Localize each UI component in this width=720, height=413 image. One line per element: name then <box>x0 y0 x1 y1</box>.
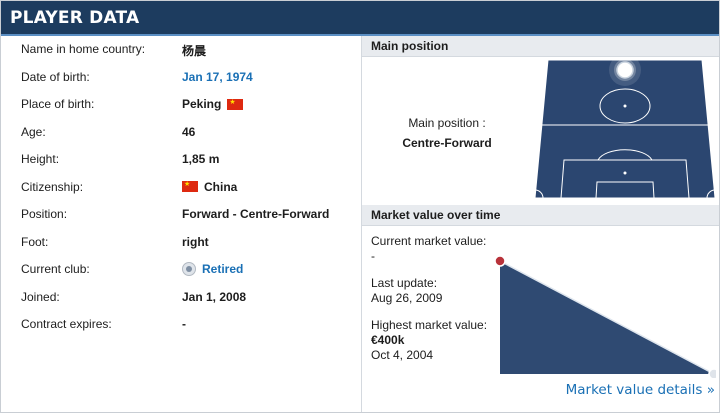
detail-row-age: Age: 46 <box>1 119 361 147</box>
corner-arc <box>706 189 716 199</box>
main-position-section: Main position : Centre-Forward <box>362 57 719 205</box>
citizenship-value: China <box>204 179 238 194</box>
last-update-label: Last update: <box>371 276 438 290</box>
detail-value: Peking <box>182 97 244 111</box>
detail-label: Position: <box>21 207 68 221</box>
detail-label: Citizenship: <box>21 179 84 194</box>
highest-value-label: Highest market value: <box>371 318 488 332</box>
highest-value: €400k <box>371 333 405 347</box>
main-position-heading: Main position <box>362 36 719 57</box>
detail-row-birthdate: Date of birth: Jan 17, 1974 <box>1 64 361 92</box>
detail-value: right <box>182 235 209 249</box>
penalty-box <box>560 159 690 199</box>
current-value: - <box>371 249 375 263</box>
main-position-value: Centre-Forward <box>402 136 492 150</box>
club-crest-icon[interactable] <box>182 262 196 276</box>
china-flag-icon <box>182 179 198 192</box>
penalty-arc <box>597 149 653 161</box>
market-value-text: Current market value: - Last update: Aug… <box>371 234 487 375</box>
detail-row-club: Current club: Retired <box>1 256 361 284</box>
detail-value: Jan 1, 2008 <box>182 290 246 304</box>
detail-label: Contract expires: <box>21 317 112 331</box>
detail-label: Foot: <box>21 234 49 249</box>
detail-label: Height: <box>21 152 60 166</box>
detail-value: 46 <box>182 125 195 139</box>
market-value-details-link[interactable]: Market value details » <box>566 382 715 398</box>
market-value-line <box>499 260 715 375</box>
last-update-value: Aug 26, 2009 <box>371 291 443 305</box>
position-marker <box>616 61 634 79</box>
pitch-surface <box>534 59 716 199</box>
detail-label: Place of birth: <box>21 97 95 111</box>
age-value: 46 <box>182 124 196 139</box>
detail-label: Date of birth: <box>21 69 90 84</box>
current-value-block: Current market value: - <box>371 234 487 264</box>
market-value-section: Current market value: - Last update: Aug… <box>362 226 719 404</box>
detail-row-joined: Joined: Jan 1, 2008 <box>1 284 361 312</box>
detail-row-contract: Contract expires: - <box>1 311 361 339</box>
pitch-diagram <box>534 59 716 199</box>
china-flag-icon <box>227 97 244 110</box>
market-value-point[interactable] <box>494 256 506 267</box>
market-value-chart <box>494 256 716 378</box>
highest-value-date: Oct 4, 2004 <box>371 348 434 362</box>
main-position-label: Main position : <box>408 116 486 130</box>
main-position-heading-text: Main position <box>371 39 449 53</box>
detail-row-height: Height: 1,85 m <box>1 146 361 174</box>
detail-value: 杨晨 <box>182 42 206 59</box>
home-name-value: 杨晨 <box>182 44 207 58</box>
detail-label: Name in home country: <box>21 42 146 56</box>
corner-arc <box>534 189 544 199</box>
current-club-link[interactable]: Retired <box>182 262 243 276</box>
position-value: Forward - Centre-Forward <box>182 207 330 221</box>
panel-header: PLAYER DATA <box>1 1 719 36</box>
detail-row-position: Position: Forward - Centre-Forward <box>1 201 361 229</box>
birthdate-link[interactable]: Jan 17, 1974 <box>182 70 253 84</box>
detail-value: China <box>182 179 238 194</box>
foot-value: right <box>182 234 209 249</box>
contract-value: - <box>182 317 186 331</box>
joined-value: Jan 1, 2008 <box>182 289 247 304</box>
market-value-heading-text: Market value over time <box>371 208 501 222</box>
detail-row-citizenship: Citizenship: China <box>1 174 361 202</box>
panel-title: PLAYER DATA <box>10 7 140 28</box>
detail-value: Forward - Centre-Forward <box>182 207 329 221</box>
current-value-label: Current market value: <box>371 234 487 248</box>
centre-spot <box>623 104 627 108</box>
birthdate-value[interactable]: Jan 17, 1974 <box>182 69 253 84</box>
player-details: Name in home country: 杨晨 Date of birth: … <box>1 36 361 339</box>
market-value-point[interactable] <box>708 368 716 378</box>
detail-label: Age: <box>21 124 46 139</box>
detail-row-birthplace: Place of birth: Peking <box>1 91 361 119</box>
detail-label: Current club: <box>21 262 90 276</box>
birthplace-value: Peking <box>182 97 222 111</box>
side-column: Main position Main position : Centre-For… <box>362 36 719 404</box>
main-position-text: Main position : Centre-Forward <box>372 113 522 153</box>
centre-circle <box>599 88 651 124</box>
last-update-block: Last update: Aug 26, 2009 <box>371 276 487 306</box>
detail-value: 1,85 m <box>182 152 219 166</box>
height-value: 1,85 m <box>182 152 220 166</box>
detail-label: Joined: <box>21 289 60 304</box>
detail-value: - <box>182 317 186 331</box>
market-value-details-text[interactable]: Market value details » <box>565 382 715 398</box>
highest-value-block: Highest market value: €400k Oct 4, 2004 <box>371 318 487 363</box>
market-value-heading: Market value over time <box>362 205 719 226</box>
detail-row-name: Name in home country: 杨晨 <box>1 36 361 64</box>
goal-box <box>595 181 655 199</box>
club-value[interactable]: Retired <box>202 262 244 276</box>
detail-row-foot: Foot: right <box>1 229 361 257</box>
column-divider <box>361 36 362 412</box>
penalty-spot <box>623 171 627 175</box>
